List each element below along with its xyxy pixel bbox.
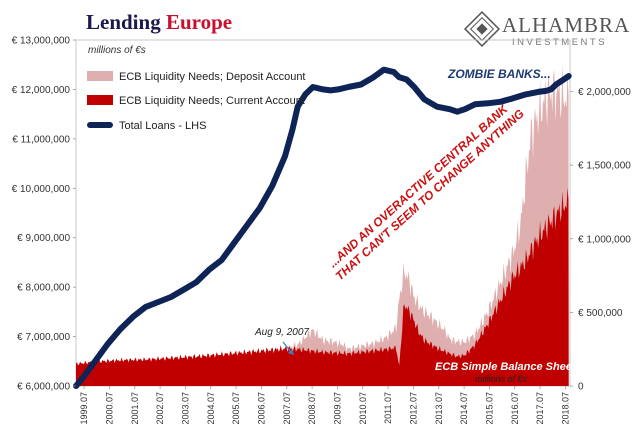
x-axis-tick-label: 2017.07 [535, 392, 545, 425]
x-axis-tick-label: 2018.07 [560, 392, 570, 425]
x-axis-tick-label: 2004.07 [206, 392, 216, 425]
alhambra-logo [463, 10, 501, 48]
x-axis-tick-label: 2007.07 [282, 392, 292, 425]
legend-swatch-loans [87, 122, 113, 128]
x-axis-tick-label: 2000.07 [104, 392, 114, 425]
left-axis-tick-label: € 12,000,000 [12, 85, 71, 96]
x-axis-tick-label: 2013.07 [434, 392, 444, 425]
left-axis-tick-label: € 13,000,000 [12, 36, 71, 47]
legend-label-deposit: ECB Liquidity Needs; Deposit Account [119, 71, 306, 83]
right-axis-tick-label: 0 [578, 382, 584, 393]
alhambra-emblem-icon [463, 10, 501, 48]
left-axis-tick-label: € 6,000,000 [17, 382, 70, 393]
left-axis-tick-label: € 10,000,000 [12, 184, 71, 195]
brand-subtitle: INVESTMENTS [512, 37, 608, 48]
x-axis-tick-label: 2001.07 [130, 392, 140, 425]
x-axis-tick-label: 2012.07 [408, 392, 418, 425]
aug-2007-arrow [282, 341, 292, 353]
balance-sheet-annotation: ECB Simple Balance Sheet [435, 361, 577, 373]
right-axis-tick-label: € 500,000 [578, 308, 623, 319]
right-axis-tick-label: € 1,500,000 [578, 161, 631, 172]
left-axis-tick-label: € 8,000,000 [17, 283, 70, 294]
title-part-1: Lending [86, 10, 166, 34]
left-axis-tick-label: € 9,000,000 [17, 233, 70, 244]
deposit-account-area [76, 63, 569, 386]
x-axis-tick-label: 2015.07 [484, 392, 494, 425]
x-axis-tick-label: 2016.07 [510, 392, 520, 425]
left-units-label: millions of €s [88, 45, 146, 56]
x-axis-tick-label: 2010.07 [358, 392, 368, 425]
x-axis-tick-label: 2009.07 [332, 392, 342, 425]
zombie-banks-annotation: ZOMBIE BANKS... [447, 67, 551, 81]
x-axis-tick-label: 2002.07 [155, 392, 165, 425]
legend-label-loans: Total Loans - LHS [119, 120, 206, 132]
chart-title: Lending Europe [86, 10, 232, 35]
legend-label-current: ECB Liquidity Needs; Current Account [119, 95, 305, 107]
current-account-area [76, 187, 569, 386]
aug-2007-arrowhead [288, 349, 294, 355]
title-part-2: Europe [165, 10, 233, 34]
x-axis-tick-label: 2003.07 [180, 392, 190, 425]
aug-2007-annotation: Aug 9, 2007 [254, 327, 309, 338]
left-axis-tick-label: € 7,000,000 [17, 332, 70, 343]
brand-name: ALHAMBRA [502, 13, 631, 37]
x-axis-tick-label: 2014.07 [459, 392, 469, 425]
left-axis-tick-label: € 11,000,000 [12, 134, 70, 145]
total-loans-line [73, 66, 572, 389]
right-axis-tick-label: € 1,000,000 [578, 234, 631, 245]
central-bank-annotation-line2: THAT CAN'T SEEM TO CHANGE ANYTHING [333, 106, 527, 283]
central-bank-annotation-line1: ...AND AN OVERACTIVE CENTRAL BANK [326, 101, 512, 270]
x-axis-tick-label: 1999.07 [79, 392, 89, 425]
legend-swatch-current [87, 95, 113, 105]
right-units-label: millions of €s [475, 374, 528, 384]
legend-swatch-deposit [87, 71, 113, 81]
x-axis-tick-label: 2008.07 [307, 392, 317, 425]
plot-frame [75, 39, 571, 387]
x-axis-tick-label: 2006.07 [256, 392, 266, 425]
right-axis-tick-label: € 2,000,000 [578, 87, 631, 98]
x-axis-tick-label: 2005.07 [231, 392, 241, 425]
x-axis-tick-label: 2011.07 [383, 392, 393, 424]
